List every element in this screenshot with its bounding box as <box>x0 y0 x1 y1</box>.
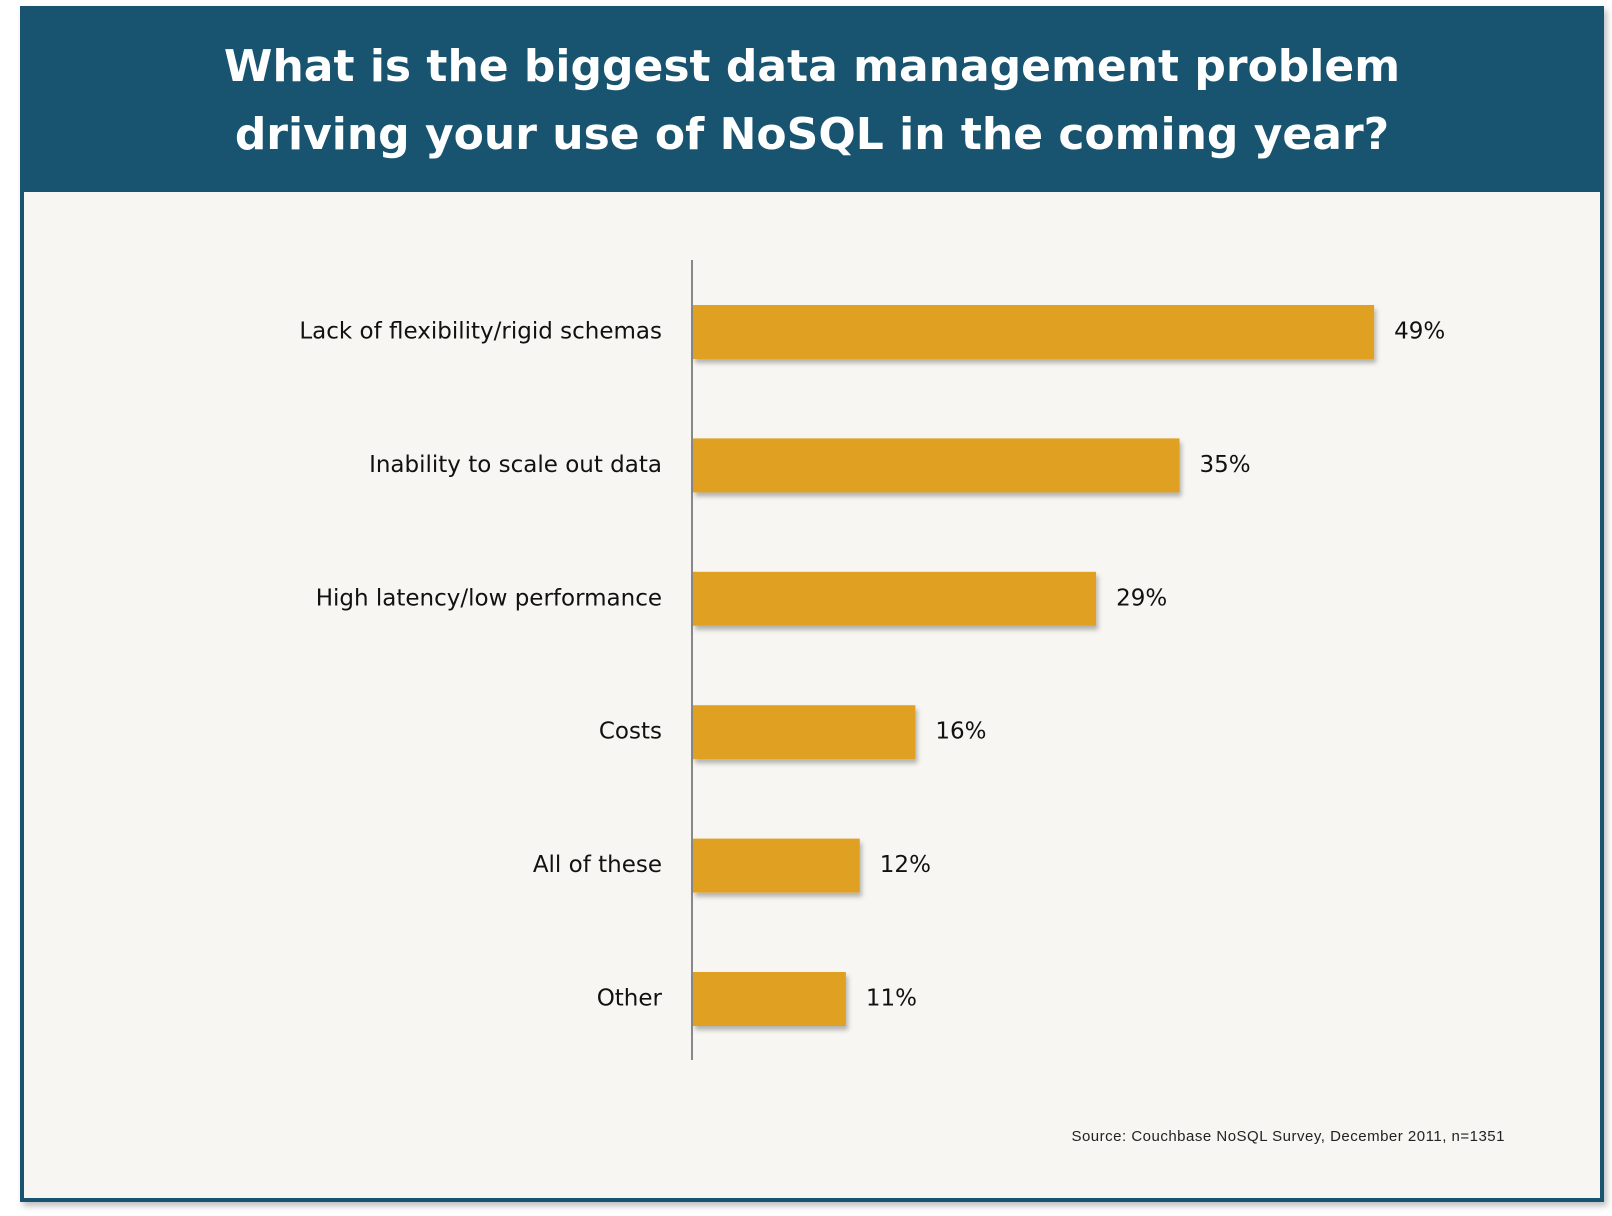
category-label: Costs <box>599 719 662 745</box>
category-label: High latency/low performance <box>316 585 662 611</box>
value-label: 11% <box>866 986 917 1012</box>
value-label: 49% <box>1394 319 1445 345</box>
value-label: 35% <box>1200 452 1251 478</box>
category-label: All of these <box>533 852 662 878</box>
bar <box>693 838 860 893</box>
value-label: 29% <box>1116 585 1167 611</box>
category-label: Lack of flexibility/rigid schemas <box>299 319 662 345</box>
bar <box>693 972 846 1026</box>
value-label: 12% <box>880 852 931 878</box>
chart-title: What is the biggest data management prob… <box>223 41 1401 160</box>
title-bar: What is the biggest data management prob… <box>24 10 1600 192</box>
value-label: 16% <box>935 719 986 745</box>
bar <box>693 571 1097 626</box>
category-label: Other <box>597 986 663 1012</box>
bar-chart: Lack of flexibility/rigid schemas 49% Inab… <box>299 260 1445 1060</box>
bar <box>693 705 916 760</box>
chart-frame: What is the biggest data management prob… <box>20 6 1604 1202</box>
bar <box>693 438 1180 493</box>
bar <box>693 305 1375 359</box>
category-label: Inability to scale out data <box>369 452 662 478</box>
source-note: Source: Couchbase NoSQL Survey, December… <box>1071 1128 1505 1145</box>
